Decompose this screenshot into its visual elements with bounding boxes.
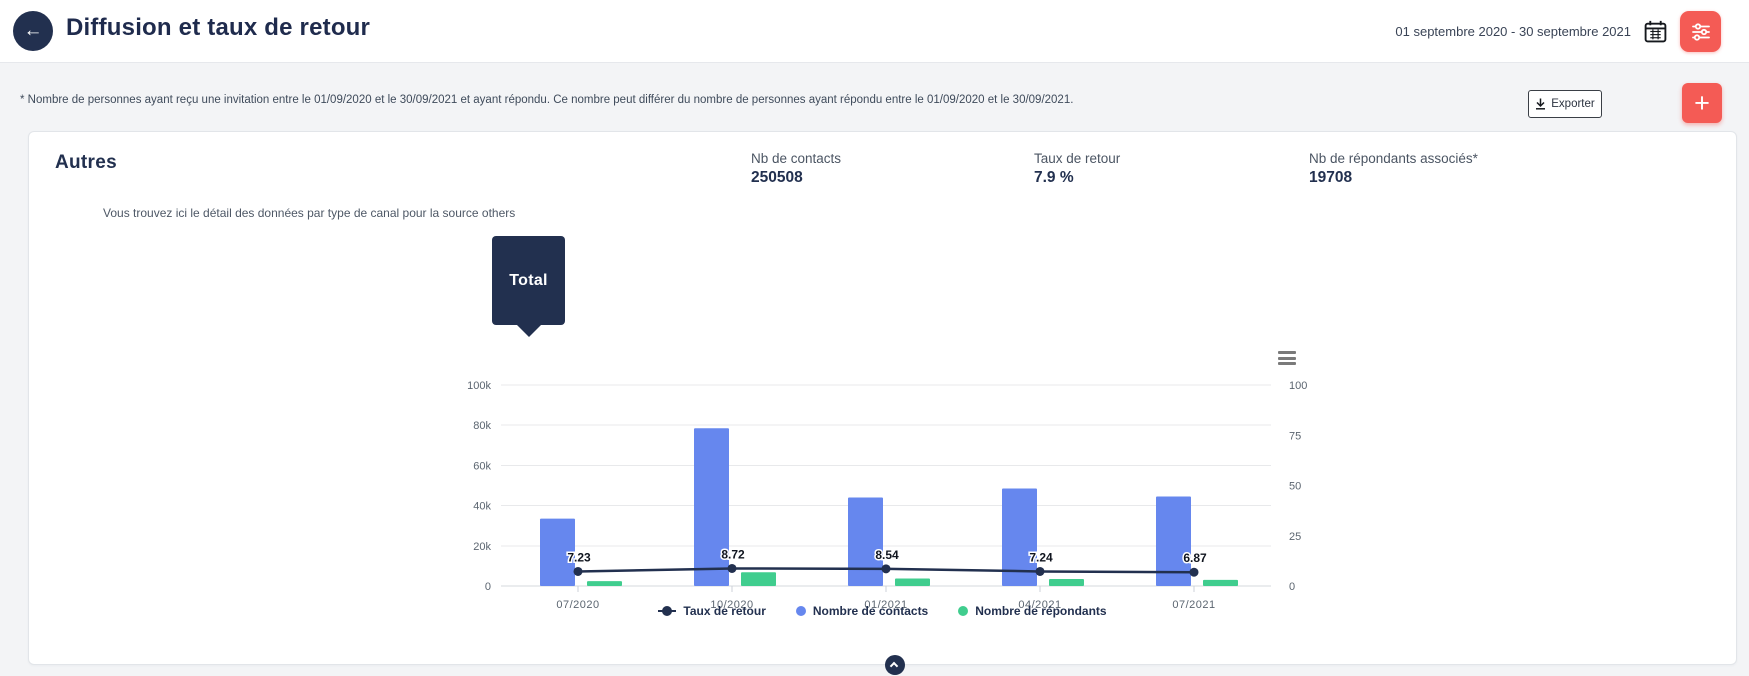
- legend-item-nombre-de-contacts[interactable]: Nombre de contacts: [795, 604, 929, 618]
- right-axis-tick-label: 50: [1289, 481, 1301, 493]
- stat-label: Taux de retour: [1034, 151, 1121, 166]
- point-label-3: 7.24: [1029, 550, 1053, 564]
- arrow-left-icon: ←: [23, 20, 43, 41]
- legend-item-taux-de-retour[interactable]: Taux de retour: [658, 604, 766, 618]
- chart-legend: Taux de retour Nombre de contacts Nombre…: [29, 604, 1736, 618]
- line-point-2[interactable]: [881, 564, 891, 574]
- x-axis-category-label: 07/2021: [1172, 599, 1215, 610]
- bar-contacts-1[interactable]: [694, 428, 729, 586]
- x-axis-category-label: 01/2021: [864, 599, 907, 610]
- back-button[interactable]: ←: [13, 11, 53, 51]
- stat-label: Nb de répondants associés*: [1309, 151, 1478, 166]
- page-title: Diffusion et taux de retour: [66, 14, 371, 41]
- bar-repondants-3[interactable]: [1049, 578, 1084, 586]
- chevron-up-icon: [889, 661, 899, 671]
- right-axis-tick-label: 75: [1289, 430, 1301, 442]
- line-point-3[interactable]: [1035, 566, 1045, 576]
- left-axis-tick-label: 0: [485, 581, 491, 593]
- header-right: 01 septembre 2020 - 30 septembre 2021: [1395, 0, 1721, 63]
- hamburger-icon: [1278, 351, 1296, 354]
- card-title: Autres: [55, 152, 117, 173]
- stat-label: Nb de contacts: [751, 151, 842, 166]
- chart-area: 0 20k 40k 60k 80k 100k 0 25 50 75 100 07/2020 10/202…: [441, 330, 1321, 611]
- bar-repondants-1[interactable]: [741, 572, 776, 586]
- calendar-icon[interactable]: [1643, 19, 1668, 44]
- line-point-4[interactable]: [1189, 567, 1199, 577]
- line-point-0[interactable]: [573, 566, 583, 576]
- left-axis-tick-label: 60k: [473, 460, 491, 472]
- bar-repondants-2[interactable]: [895, 578, 930, 586]
- bar-contacts-4[interactable]: [1156, 496, 1191, 586]
- hamburger-icon: [1278, 362, 1296, 365]
- left-axis-tick-label: 80k: [473, 420, 491, 432]
- bar-contacts-3[interactable]: [1002, 488, 1037, 586]
- filter-button[interactable]: [1680, 11, 1721, 52]
- right-axis-tick-label: 100: [1289, 380, 1307, 392]
- stat-value: 250508: [751, 169, 803, 186]
- hamburger-icon: [1278, 356, 1296, 360]
- footnote-text: * Nombre de personnes ayant reçu une inv…: [20, 94, 1074, 106]
- x-axis-category-label: 07/2020: [556, 599, 599, 610]
- right-axis-tick-label: 0: [1289, 581, 1295, 593]
- total-tab-badge[interactable]: Total: [492, 236, 565, 325]
- stat-contacts: Nb de contacts 250508: [751, 151, 841, 187]
- bar-contacts-2[interactable]: [848, 497, 883, 586]
- stat-value: 7.9 %: [1034, 169, 1074, 186]
- left-axis-tick-label: 100k: [467, 380, 491, 392]
- point-label-2: 8.54: [875, 548, 899, 562]
- left-axis-tick-label: 40k: [473, 501, 491, 513]
- bar-repondants-0[interactable]: [587, 581, 622, 586]
- scroll-top-button[interactable]: [885, 655, 905, 675]
- card-subtitle: Vous trouvez ici le détail des données p…: [103, 206, 516, 220]
- date-range-text: 01 septembre 2020 - 30 septembre 2021: [1395, 24, 1631, 39]
- left-axis-tick-label: 20k: [473, 541, 491, 553]
- chart-context-menu-button[interactable]: [1278, 351, 1296, 365]
- sliders-icon: [1691, 22, 1710, 41]
- legend-item-nombre-de-repondants[interactable]: Nombre de répondants: [958, 604, 1107, 618]
- x-axis-category-label: 10/2020: [710, 599, 753, 610]
- point-label-0: 7.23: [567, 550, 591, 564]
- report-card: Autres Nb de contacts 250508 Taux de ret…: [28, 131, 1737, 665]
- download-icon: [1536, 98, 1546, 110]
- dot-marker-icon: [795, 606, 806, 616]
- point-label-4: 6.87: [1183, 551, 1207, 565]
- stat-return-rate: Taux de retour 7.9 %: [1034, 151, 1120, 187]
- app-header: ← Diffusion et taux de retour 01 septemb…: [0, 0, 1749, 63]
- stat-respondents: Nb de répondants associés* 19708: [1309, 151, 1478, 187]
- legend-label: Nombre de contacts: [812, 604, 929, 618]
- legend-label: Nombre de répondants: [975, 604, 1107, 618]
- bar-contacts-0[interactable]: [540, 518, 575, 586]
- line-marker-icon: [658, 606, 677, 616]
- x-axis-category-label: 04/2021: [1018, 599, 1061, 610]
- export-button-label: Exporter: [1551, 98, 1595, 110]
- add-button[interactable]: +: [1682, 83, 1722, 123]
- chart-svg: 0 20k 40k 60k 80k 100k 0 25 50 75 100 07/2020 10/202…: [467, 380, 1307, 611]
- stat-value: 19708: [1309, 169, 1353, 186]
- bar-repondants-4[interactable]: [1203, 579, 1238, 586]
- dot-marker-icon: [958, 606, 969, 616]
- right-axis-tick-label: 25: [1289, 531, 1301, 543]
- legend-label: Taux de retour: [683, 604, 766, 618]
- export-button[interactable]: Exporter: [1528, 90, 1602, 118]
- point-label-1: 8.72: [721, 547, 745, 561]
- line-point-1[interactable]: [727, 563, 737, 573]
